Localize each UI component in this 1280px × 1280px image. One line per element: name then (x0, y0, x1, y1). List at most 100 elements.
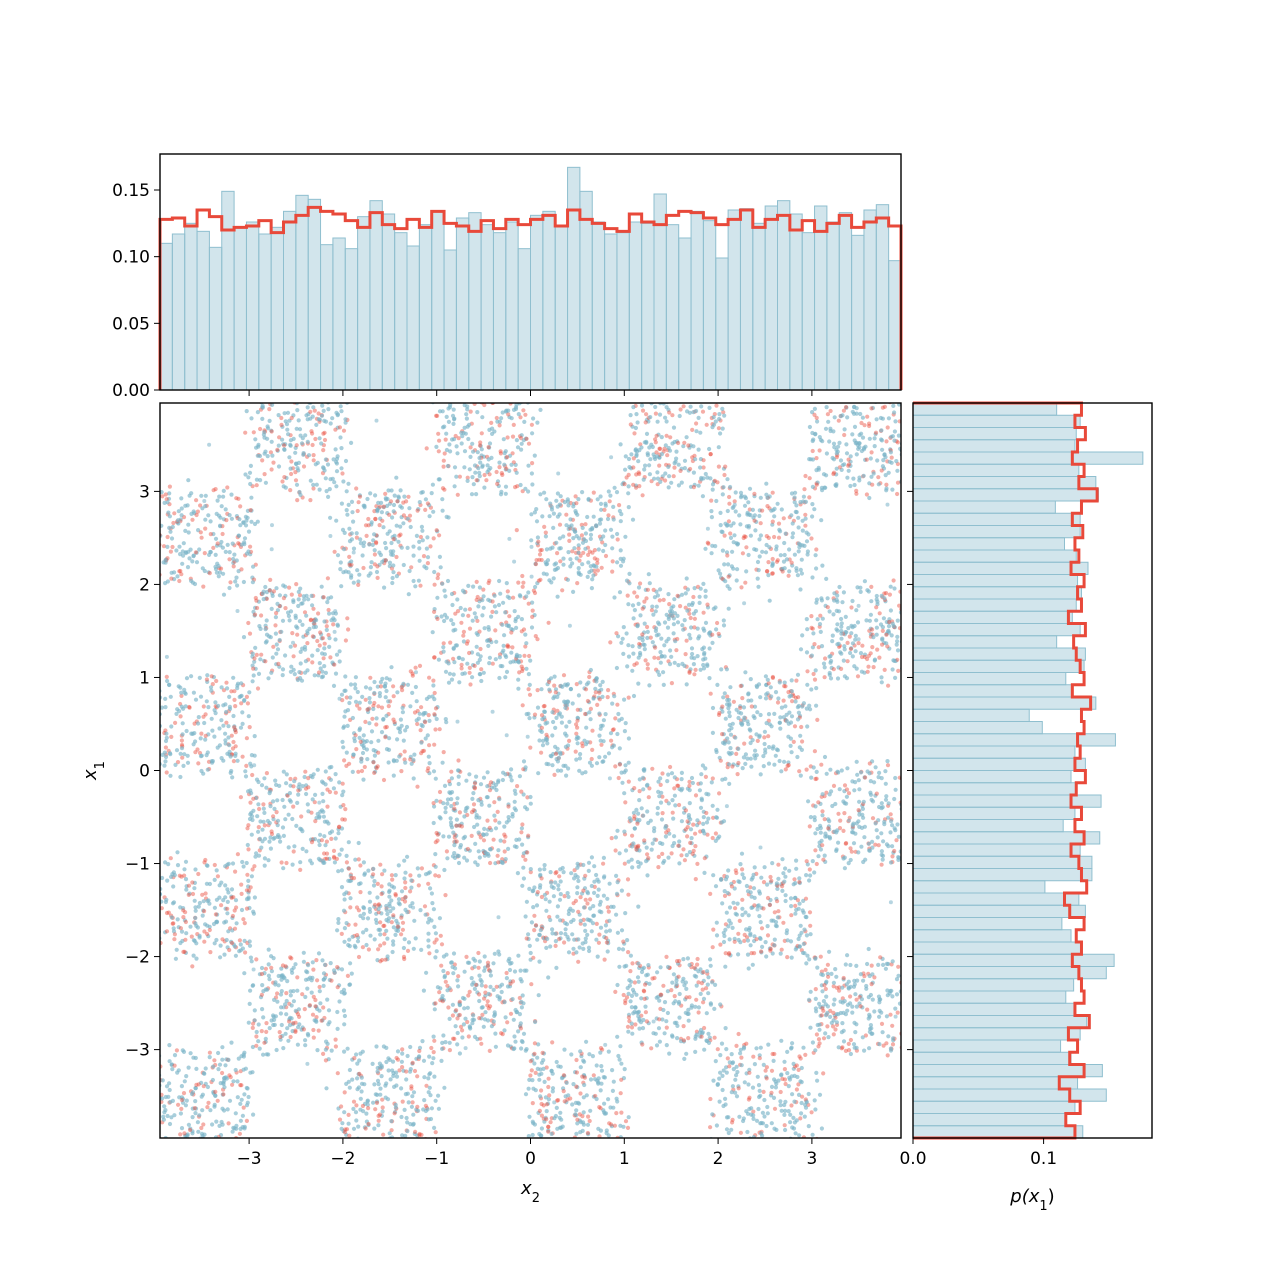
data-point (469, 976, 474, 981)
data-point (558, 1064, 563, 1069)
model-sample-point (613, 989, 618, 995)
model-sample-point (310, 660, 315, 665)
data-point (441, 801, 446, 806)
data-point (372, 548, 377, 553)
data-point (566, 1093, 571, 1098)
data-point (320, 651, 325, 656)
data-point (605, 516, 611, 522)
data-point (420, 1039, 425, 1044)
model-sample-point (687, 995, 692, 1000)
data-point (256, 599, 261, 604)
model-sample-point (383, 957, 388, 962)
data-point (479, 983, 484, 988)
data-point (566, 894, 571, 900)
data-point (585, 917, 590, 922)
data-point (445, 578, 451, 584)
data-point (180, 721, 185, 726)
model-sample-point (468, 409, 473, 414)
data-point (442, 618, 447, 624)
data-point (374, 1044, 379, 1049)
data-point (308, 478, 313, 483)
model-sample-point (297, 593, 303, 598)
data-point (350, 1077, 355, 1082)
model-sample-point (230, 913, 235, 919)
model-sample-point (296, 788, 301, 793)
data-point (190, 731, 195, 737)
data-point (475, 410, 480, 415)
model-sample-point (391, 717, 396, 722)
data-point (441, 834, 446, 839)
data-point (347, 937, 352, 942)
data-point (564, 724, 569, 729)
data-point (460, 613, 465, 618)
model-sample-point (274, 810, 279, 815)
data-point (162, 1110, 167, 1115)
data-point (626, 1115, 631, 1120)
data-point (345, 708, 351, 713)
model-sample-point (404, 499, 409, 504)
data-point (582, 1059, 587, 1064)
model-sample-point (632, 980, 638, 985)
data-point (339, 868, 344, 873)
data-point (347, 982, 352, 987)
data-point (526, 672, 532, 677)
data-point (484, 795, 489, 800)
model-sample-point (374, 540, 379, 545)
data-point (592, 864, 597, 869)
model-sample-point (467, 665, 472, 671)
data-point (387, 888, 392, 893)
model-sample-point (437, 789, 443, 795)
model-sample-point (461, 633, 466, 638)
data-point (414, 533, 419, 539)
data-point (369, 520, 374, 525)
model-sample-point (539, 1088, 544, 1093)
data-point (455, 978, 460, 983)
data-point (508, 774, 513, 779)
data-point (243, 774, 249, 779)
data-point (348, 896, 353, 901)
data-point (246, 890, 251, 895)
data-point (610, 1068, 615, 1073)
model-sample-point (215, 1098, 220, 1103)
data-point (252, 734, 257, 739)
data-point (334, 469, 340, 474)
data-point (261, 1015, 266, 1020)
data-point (571, 589, 576, 595)
data-point (327, 487, 332, 492)
data-point (561, 556, 566, 561)
model-sample-point (409, 565, 414, 570)
model-sample-point (454, 839, 459, 844)
model-sample-point (277, 435, 282, 440)
data-point (349, 440, 354, 445)
model-sample-point (527, 692, 533, 697)
data-point (609, 1124, 615, 1129)
data-point (236, 533, 242, 538)
data-point (237, 1140, 241, 1144)
model-sample-point (464, 954, 469, 960)
data-point (611, 1079, 616, 1084)
data-point (240, 1113, 245, 1118)
data-point (185, 1142, 189, 1146)
data-point (154, 741, 158, 745)
data-point (550, 1086, 556, 1091)
data-point (615, 880, 620, 885)
model-sample-point (329, 978, 334, 983)
data-point (419, 947, 424, 953)
data-point (509, 767, 514, 772)
data-point (636, 961, 641, 966)
data-point (619, 928, 625, 933)
data-point (288, 799, 293, 804)
data-point (166, 1094, 171, 1099)
data-point (520, 842, 525, 847)
model-sample-point (456, 436, 461, 441)
data-point (180, 561, 185, 566)
data-point (590, 577, 595, 582)
histogram-bar (480, 224, 494, 391)
model-sample-point (520, 584, 525, 589)
data-point (455, 796, 460, 801)
data-point (156, 1076, 160, 1080)
data-point (292, 844, 297, 849)
data-point (251, 564, 256, 569)
data-point (517, 1012, 523, 1017)
model-sample-point (415, 784, 420, 789)
